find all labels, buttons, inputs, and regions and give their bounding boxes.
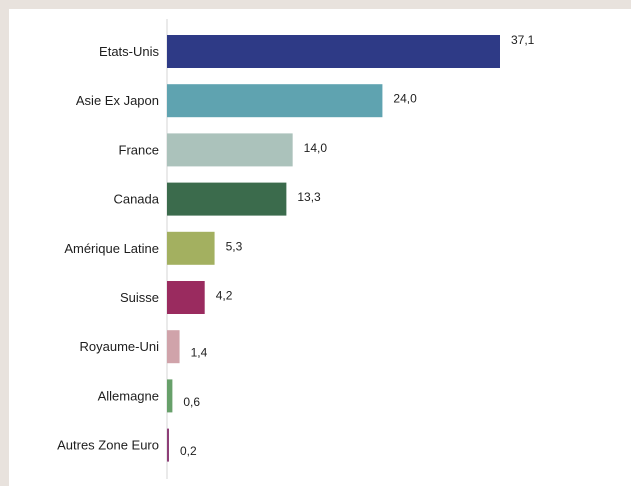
bar-5 [167, 281, 205, 314]
value-label: 1,4 [191, 346, 208, 360]
bar-0 [167, 35, 500, 68]
category-label: Suisse [120, 290, 159, 305]
value-label: 0,2 [180, 444, 197, 458]
bar-7 [167, 379, 173, 413]
bar-8 [167, 428, 169, 462]
value-label: 5,3 [226, 239, 243, 253]
bar-chart: Etats-Unis 37,1 Asie Ex Japon 24,0 France 14,… [57, 19, 535, 479]
bar-2 [167, 133, 293, 167]
category-label: France [119, 142, 159, 157]
chart-panel: Etats-Unis 37,1 Asie Ex Japon 24,0 France 14,… [9, 9, 631, 486]
bar-6 [167, 330, 180, 364]
category-label: Autres Zone Euro [57, 438, 159, 453]
category-label: Allemagne [98, 388, 159, 403]
category-label: Royaume-Uni [80, 339, 160, 354]
bar-3 [167, 182, 287, 216]
category-label: Amérique Latine [64, 241, 159, 256]
value-label: 0,6 [183, 395, 200, 409]
category-label: Asie Ex Japon [76, 93, 159, 108]
bar-1 [167, 84, 383, 118]
value-label: 24,0 [393, 92, 417, 106]
category-label: Etats-Unis [99, 44, 159, 59]
value-label: 37,1 [511, 33, 535, 47]
category-label: Canada [113, 192, 159, 207]
bar-4 [167, 231, 215, 265]
value-label: 14,0 [304, 141, 328, 155]
value-label: 13,3 [297, 190, 321, 204]
value-label: 4,2 [216, 289, 233, 303]
